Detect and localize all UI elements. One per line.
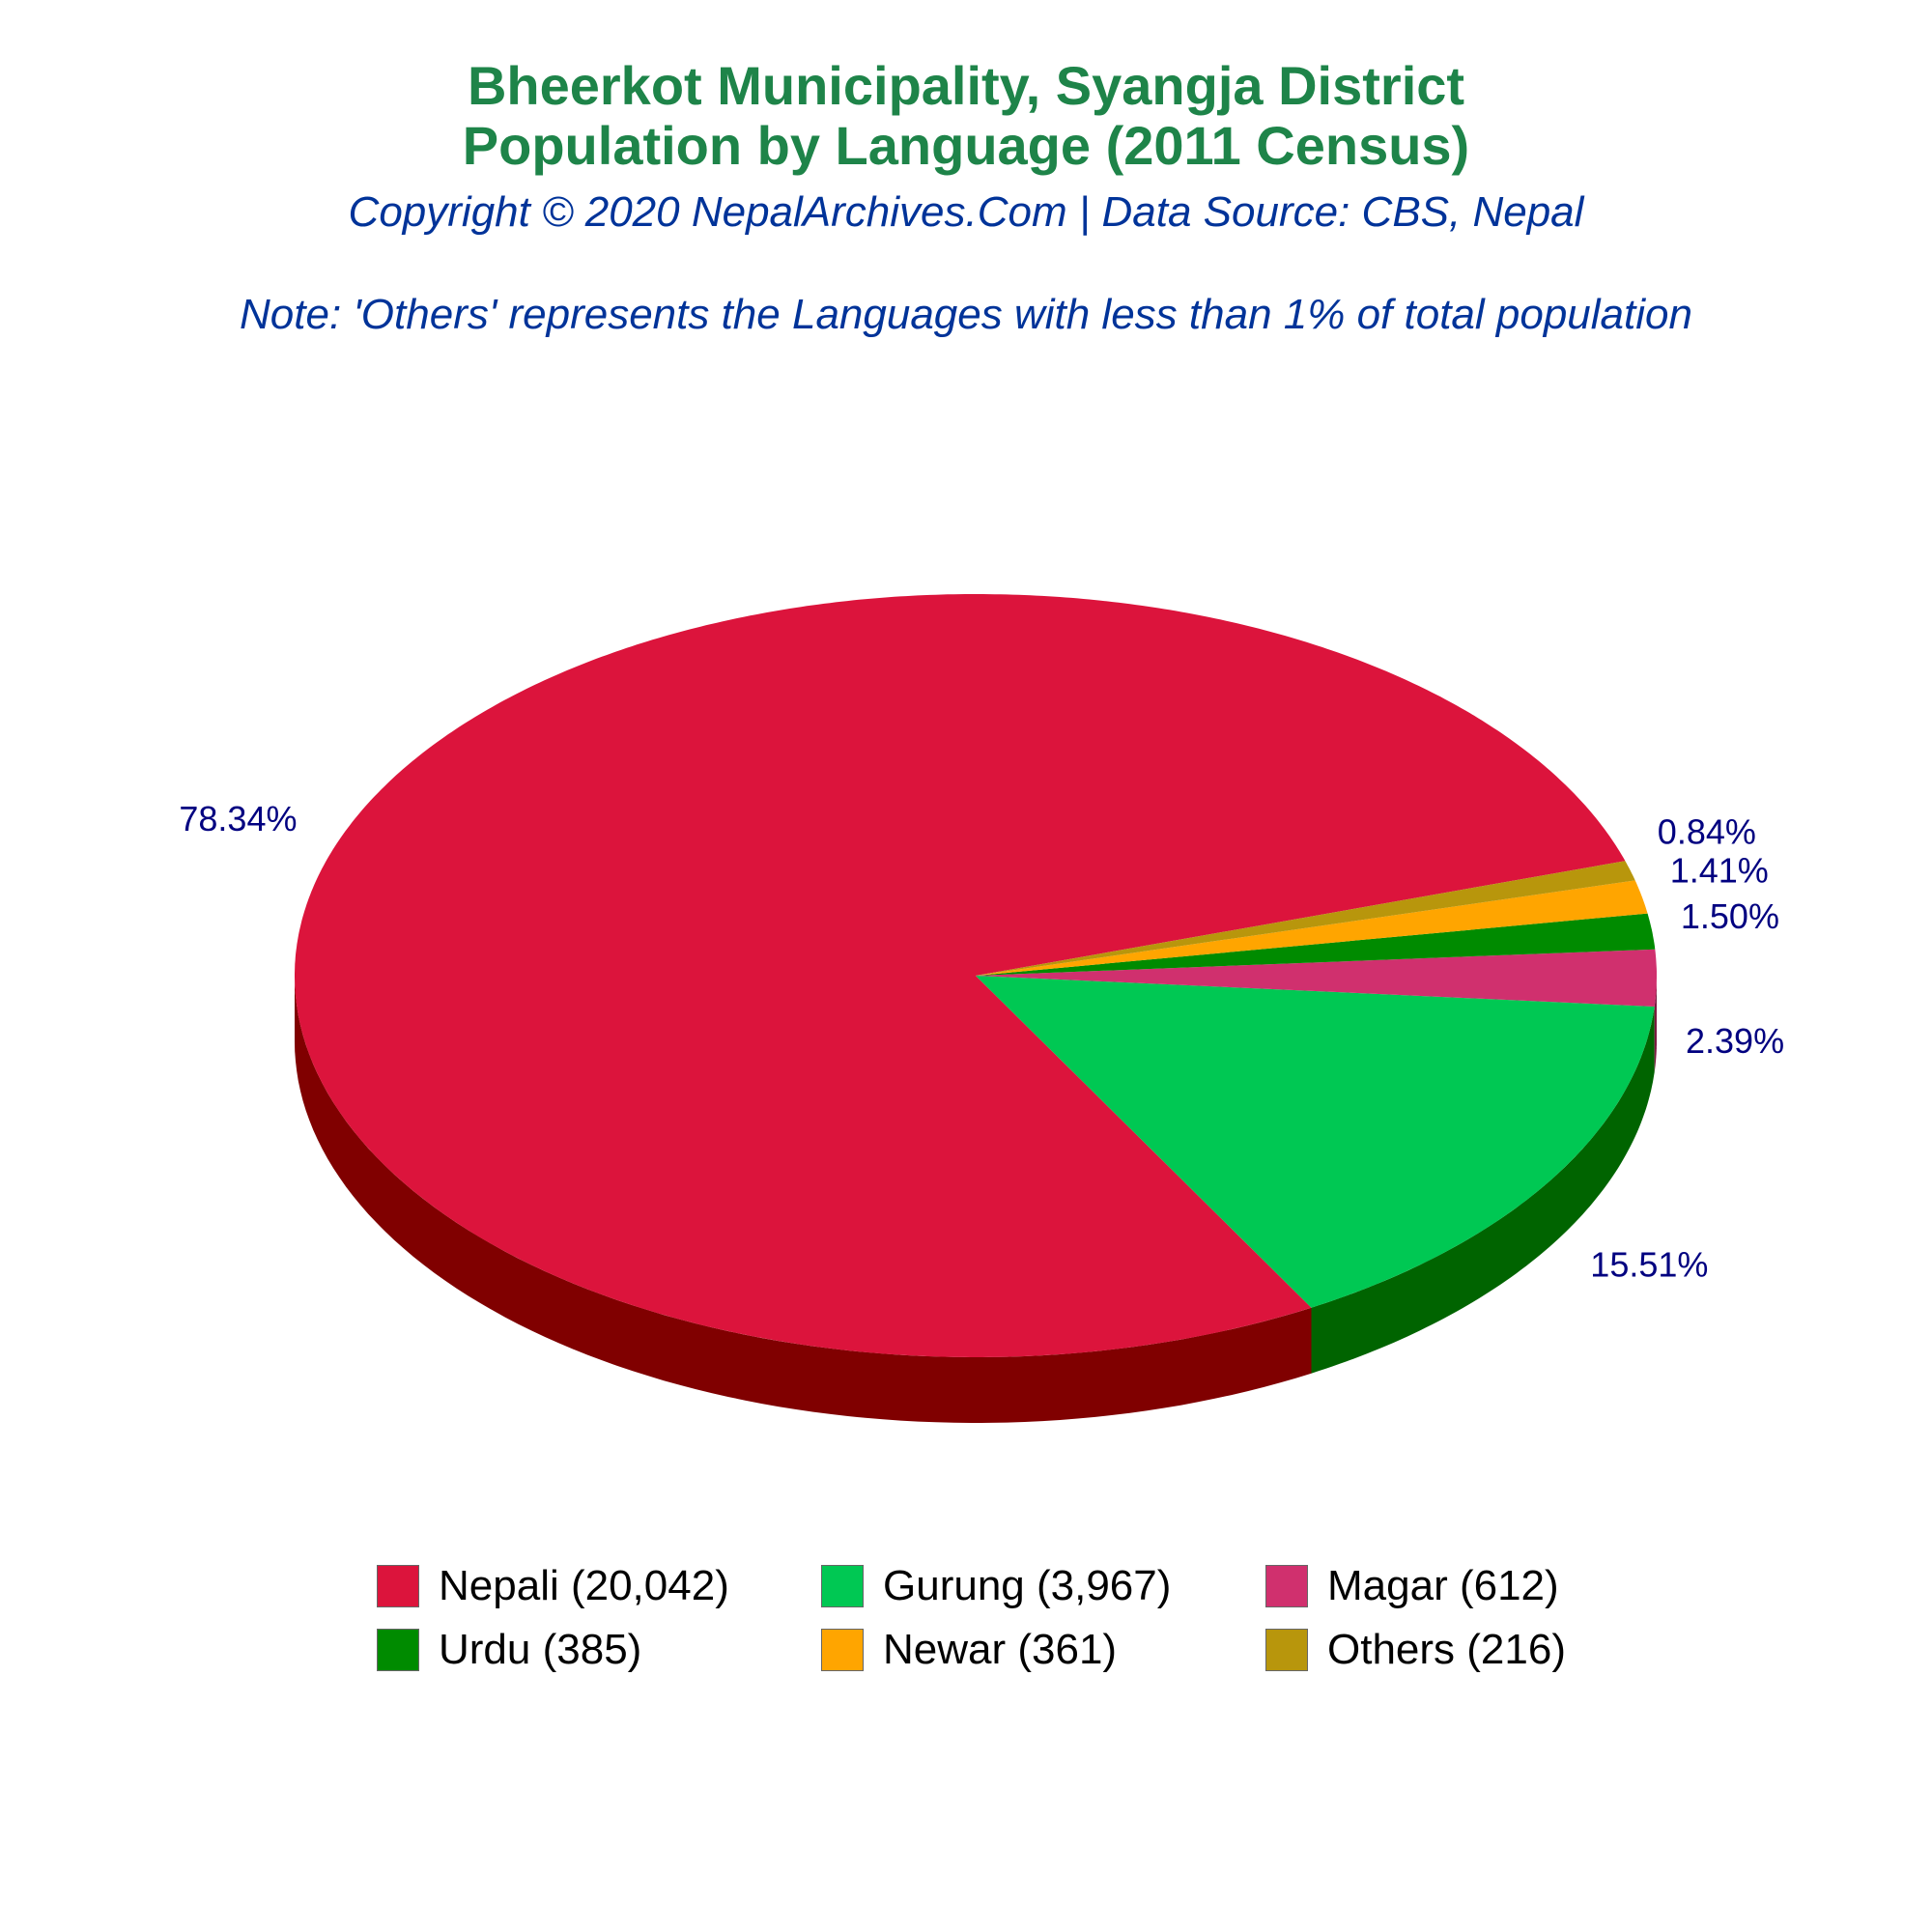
legend-label-newar: Newar (361) [883, 1626, 1118, 1673]
legend-swatch-gurung [821, 1565, 864, 1607]
legend-item-newar: Newar (361) [821, 1623, 1117, 1677]
legend-item-others: Others (216) [1265, 1623, 1566, 1677]
pie-slice-newar [976, 880, 1648, 976]
pie-slice-others [976, 861, 1635, 976]
legend-label-nepali: Nepali (20,042) [439, 1562, 729, 1609]
legend-swatch-others [1265, 1629, 1308, 1671]
pie-slice-nepali [295, 594, 1626, 1357]
legend-label-urdu: Urdu (385) [439, 1626, 642, 1673]
pie-side-magar [1654, 976, 1657, 1072]
chart-title-line1: Bheerkot Municipality, Syangja District [467, 55, 1465, 116]
pie-side-nepali [295, 976, 1312, 1423]
legend-label-others: Others (216) [1327, 1626, 1566, 1673]
legend-item-magar: Magar (612) [1265, 1559, 1559, 1613]
legend-swatch-magar [1265, 1565, 1308, 1607]
chart-header: Bheerkot Municipality, Syangja District … [0, 56, 1932, 238]
pct-label-others: 0.84% [1658, 812, 1756, 852]
chart-subtitle: Copyright © 2020 NepalArchives.Com | Dat… [348, 188, 1584, 236]
legend-label-gurung: Gurung (3,967) [883, 1562, 1172, 1609]
legend-swatch-newar [821, 1629, 864, 1671]
pct-label-nepali: 78.34% [179, 799, 297, 838]
pct-label-newar: 1.41% [1670, 851, 1769, 891]
legend-label-magar: Magar (612) [1327, 1562, 1559, 1609]
pie-slice-magar [976, 949, 1657, 1007]
legend-item-gurung: Gurung (3,967) [821, 1559, 1171, 1613]
pie-side-gurung [1311, 1007, 1655, 1374]
legend-item-urdu: Urdu (385) [377, 1623, 641, 1677]
chart-title-line2: Population by Language (2011 Census) [462, 115, 1470, 176]
chart-note: Note: 'Others' represents the Languages … [240, 291, 1692, 338]
pct-label-urdu: 1.50% [1681, 896, 1779, 936]
pct-label-gurung: 15.51% [1590, 1245, 1708, 1285]
legend-item-nepali: Nepali (20,042) [377, 1559, 729, 1613]
pie-slice-urdu [976, 913, 1656, 976]
legend-swatch-urdu [377, 1629, 419, 1671]
legend-swatch-nepali [377, 1565, 419, 1607]
pct-label-magar: 2.39% [1686, 1021, 1784, 1061]
pie-slice-gurung [976, 976, 1655, 1308]
